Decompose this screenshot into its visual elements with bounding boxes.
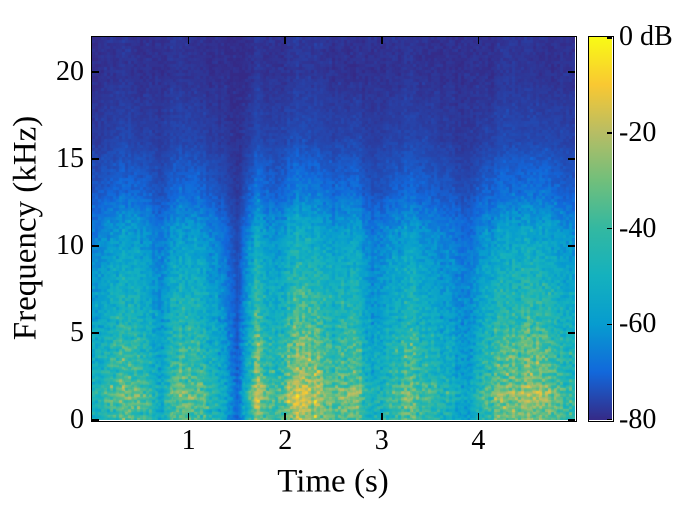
x-tick-mark bbox=[187, 413, 190, 420]
y-tick-mark bbox=[92, 332, 99, 334]
colorbar-tick-label: -40 bbox=[619, 212, 657, 244]
colorbar-tick-mark bbox=[607, 323, 612, 325]
y-tick-mark bbox=[92, 158, 99, 160]
x-axis-label: Time (s) bbox=[277, 463, 389, 500]
y-tick-label: 5 bbox=[70, 316, 84, 348]
x-tick-mark bbox=[381, 413, 383, 420]
x-tick-mark bbox=[284, 413, 286, 420]
colorbar bbox=[589, 37, 612, 420]
colorbar-tick-label: -60 bbox=[619, 308, 657, 340]
colorbar-tick-label: 0 dB bbox=[619, 21, 673, 52]
x-tick-label: 2 bbox=[278, 425, 293, 456]
colorbar-tick-mark bbox=[607, 418, 612, 420]
colorbar-tick-mark bbox=[607, 132, 612, 134]
y-tick-mark bbox=[92, 71, 99, 73]
y-tick-mark bbox=[568, 158, 575, 160]
y-tick-mark bbox=[568, 245, 575, 247]
y-tick-label: 10 bbox=[56, 229, 84, 261]
x-tick-mark bbox=[381, 37, 383, 44]
y-tick-mark bbox=[568, 71, 575, 73]
y-tick-mark bbox=[568, 332, 575, 334]
y-tick-mark bbox=[92, 245, 99, 247]
x-tick-mark bbox=[477, 37, 480, 44]
x-tick-mark bbox=[284, 37, 286, 44]
y-tick-label: 20 bbox=[56, 55, 84, 87]
colorbar-tick-mark bbox=[607, 227, 612, 230]
colorbar-tick-label: -20 bbox=[619, 116, 657, 148]
y-tick-label: 15 bbox=[56, 142, 84, 174]
x-tick-mark bbox=[477, 413, 480, 420]
x-tick-mark bbox=[187, 37, 190, 44]
y-tick-mark bbox=[568, 419, 575, 421]
spectrogram-image bbox=[92, 37, 575, 420]
y-tick-label: 0 bbox=[70, 404, 84, 435]
y-axis-label: Frequency (kHz) bbox=[7, 115, 44, 341]
y-tick-mark bbox=[92, 419, 99, 421]
x-tick-label: 4 bbox=[471, 425, 486, 456]
x-tick-label: 1 bbox=[181, 425, 196, 456]
x-tick-label: 3 bbox=[374, 425, 389, 456]
colorbar-tick-label: -80 bbox=[619, 404, 657, 435]
colorbar-tick-mark bbox=[607, 37, 612, 39]
